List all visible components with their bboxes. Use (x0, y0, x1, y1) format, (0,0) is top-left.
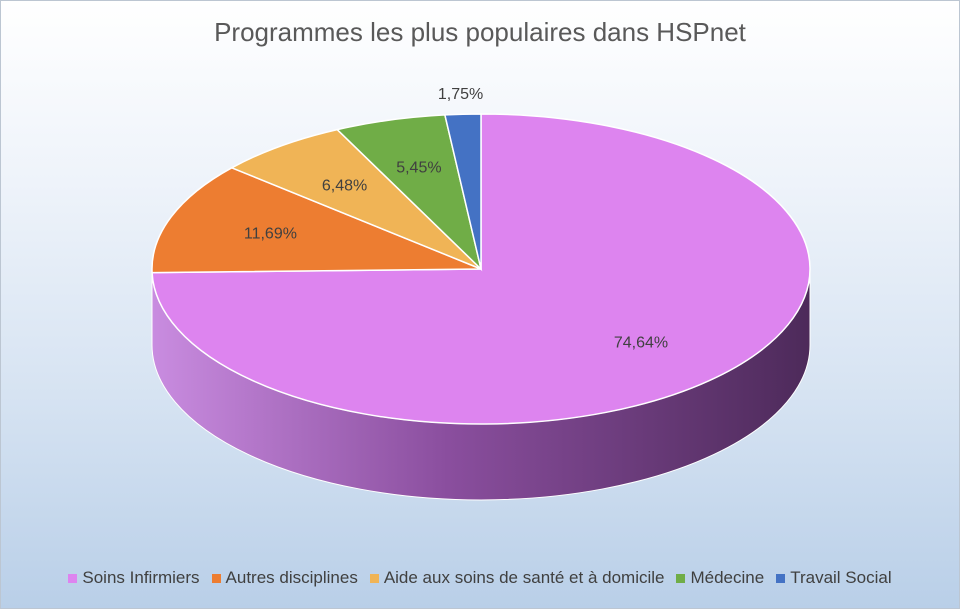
legend-label: Soins Infirmiers (82, 568, 200, 587)
legend-label: Autres disciplines (225, 568, 358, 587)
legend-swatch (68, 573, 78, 583)
legend-swatch (676, 573, 686, 583)
data-label-medecine: 5,45% (396, 160, 441, 177)
legend-item-travail-social: Travail Social (776, 568, 892, 588)
legend-label: Médecine (690, 568, 765, 587)
pie-slice-aide-aux-soins-de-sante-et-a-domicile (230, 128, 482, 270)
data-labels: 74,64% 11,69% 6,48% 5,45% 1,75% (244, 86, 668, 352)
legend-item-medecine: Médecine (676, 568, 764, 588)
chart-title: Programmes les plus populaires dans HSPn… (214, 17, 746, 47)
pie-slices (151, 113, 811, 425)
data-label-autres-disciplines: 11,69% (244, 225, 297, 242)
legend-item-soins-infirmiers: Soins Infirmiers (68, 568, 200, 588)
legend-swatch (369, 573, 379, 583)
legend-label: Aide aux soins de santé et à domicile (383, 568, 665, 587)
legend-item-autres-disciplines: Autres disciplines (211, 568, 358, 588)
pie-slice-travail-social (443, 113, 482, 270)
legend-swatch (776, 573, 786, 583)
legend: Soins Infirmiers Autres disciplines Aide a… (1, 568, 959, 588)
data-label-soins-infirmiers: 74,64% (614, 335, 668, 352)
pie-slice-autres-disciplines (151, 166, 482, 274)
data-label-aide-aux-soins-de-sante-et-a-domicile: 6,48% (322, 178, 367, 195)
legend-label: Travail Social (790, 568, 892, 587)
legend-item-aide-aux-soins-de-sante-et-a-domicile: Aide aux soins de santé et à domicile (369, 568, 665, 588)
data-label-travail-social: 1,75% (438, 86, 483, 103)
legend-swatch (211, 573, 221, 583)
